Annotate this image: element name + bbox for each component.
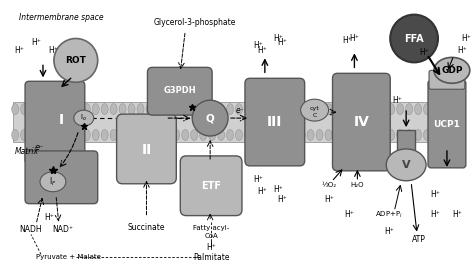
Text: ½O₂: ½O₂ [322, 182, 337, 188]
Text: H⁺: H⁺ [430, 190, 440, 199]
FancyBboxPatch shape [180, 156, 242, 216]
Text: V: V [402, 160, 410, 170]
Circle shape [192, 100, 228, 136]
Ellipse shape [254, 104, 260, 115]
Text: Glycerol-3-phosphate: Glycerol-3-phosphate [154, 18, 237, 27]
Ellipse shape [110, 130, 117, 141]
Text: ATP: ATP [412, 235, 426, 244]
Ellipse shape [83, 130, 90, 141]
Ellipse shape [218, 104, 225, 115]
Text: cyt: cyt [310, 106, 319, 111]
Ellipse shape [119, 130, 126, 141]
Text: H⁺: H⁺ [452, 210, 462, 219]
Ellipse shape [406, 130, 412, 141]
Ellipse shape [12, 130, 18, 141]
Ellipse shape [388, 130, 395, 141]
Ellipse shape [128, 104, 135, 115]
Ellipse shape [289, 130, 296, 141]
Ellipse shape [271, 104, 278, 115]
Ellipse shape [441, 130, 448, 141]
Ellipse shape [325, 104, 332, 115]
Ellipse shape [343, 104, 350, 115]
Ellipse shape [406, 104, 412, 115]
FancyBboxPatch shape [245, 78, 305, 166]
Circle shape [54, 39, 98, 82]
Text: G3PDH: G3PDH [164, 86, 197, 95]
Text: H⁺: H⁺ [14, 46, 24, 55]
Text: Succinate: Succinate [128, 223, 165, 232]
Text: Palmitate: Palmitate [193, 253, 229, 262]
Ellipse shape [301, 99, 328, 121]
Ellipse shape [343, 130, 350, 141]
Text: H⁺: H⁺ [253, 41, 263, 50]
Ellipse shape [450, 104, 457, 115]
Ellipse shape [182, 130, 189, 141]
Text: IV: IV [354, 115, 369, 129]
Text: Matrix: Matrix [15, 147, 39, 156]
Text: Q: Q [206, 113, 215, 123]
Text: H⁺: H⁺ [343, 36, 352, 45]
Ellipse shape [209, 130, 216, 141]
Ellipse shape [263, 104, 269, 115]
Text: CoA: CoA [204, 233, 218, 240]
Text: H⁺: H⁺ [44, 213, 54, 222]
FancyBboxPatch shape [429, 70, 465, 89]
FancyBboxPatch shape [25, 151, 98, 204]
Text: H⁺: H⁺ [257, 187, 267, 196]
Text: C: C [312, 113, 317, 118]
Ellipse shape [47, 104, 55, 115]
Ellipse shape [271, 130, 278, 141]
Ellipse shape [110, 104, 117, 115]
Ellipse shape [191, 104, 198, 115]
Text: I$_F$: I$_F$ [49, 175, 57, 188]
Ellipse shape [20, 104, 27, 115]
Ellipse shape [56, 104, 64, 115]
Ellipse shape [227, 130, 234, 141]
Text: H⁺: H⁺ [273, 185, 283, 194]
Ellipse shape [334, 104, 341, 115]
Ellipse shape [361, 104, 368, 115]
Ellipse shape [334, 130, 341, 141]
Ellipse shape [397, 104, 404, 115]
Ellipse shape [298, 104, 305, 115]
Ellipse shape [245, 104, 251, 115]
Ellipse shape [280, 104, 287, 115]
Ellipse shape [352, 130, 359, 141]
Ellipse shape [29, 104, 36, 115]
Ellipse shape [12, 104, 18, 115]
Ellipse shape [146, 130, 153, 141]
Ellipse shape [307, 130, 314, 141]
Ellipse shape [200, 130, 207, 141]
Ellipse shape [65, 104, 73, 115]
Ellipse shape [47, 130, 55, 141]
Text: H⁺: H⁺ [419, 48, 429, 57]
Ellipse shape [119, 104, 126, 115]
Text: UCP1: UCP1 [434, 120, 460, 129]
Ellipse shape [101, 130, 108, 141]
Text: NADH: NADH [20, 225, 42, 234]
Text: H⁺: H⁺ [345, 210, 355, 219]
Bar [397, 130, 415, 168]
Text: I$_o$: I$_o$ [80, 113, 87, 123]
Text: e⁻: e⁻ [236, 106, 245, 115]
Ellipse shape [379, 104, 386, 115]
Ellipse shape [173, 130, 180, 141]
Text: H⁺: H⁺ [48, 46, 58, 55]
Bar [13, 102, 461, 142]
Text: ADP+P$_i$: ADP+P$_i$ [375, 210, 403, 220]
Text: II: II [141, 143, 152, 157]
Ellipse shape [307, 104, 314, 115]
Ellipse shape [397, 130, 404, 141]
Ellipse shape [74, 110, 94, 126]
Text: H₂O: H₂O [351, 182, 364, 188]
Ellipse shape [415, 104, 421, 115]
Ellipse shape [182, 104, 189, 115]
Text: Intermembrane space: Intermembrane space [19, 13, 104, 22]
Ellipse shape [424, 104, 430, 115]
Ellipse shape [137, 104, 144, 115]
Ellipse shape [450, 130, 457, 141]
Text: H⁺: H⁺ [31, 38, 41, 47]
Circle shape [390, 15, 438, 62]
Text: Fatty acyl-: Fatty acyl- [193, 225, 229, 230]
